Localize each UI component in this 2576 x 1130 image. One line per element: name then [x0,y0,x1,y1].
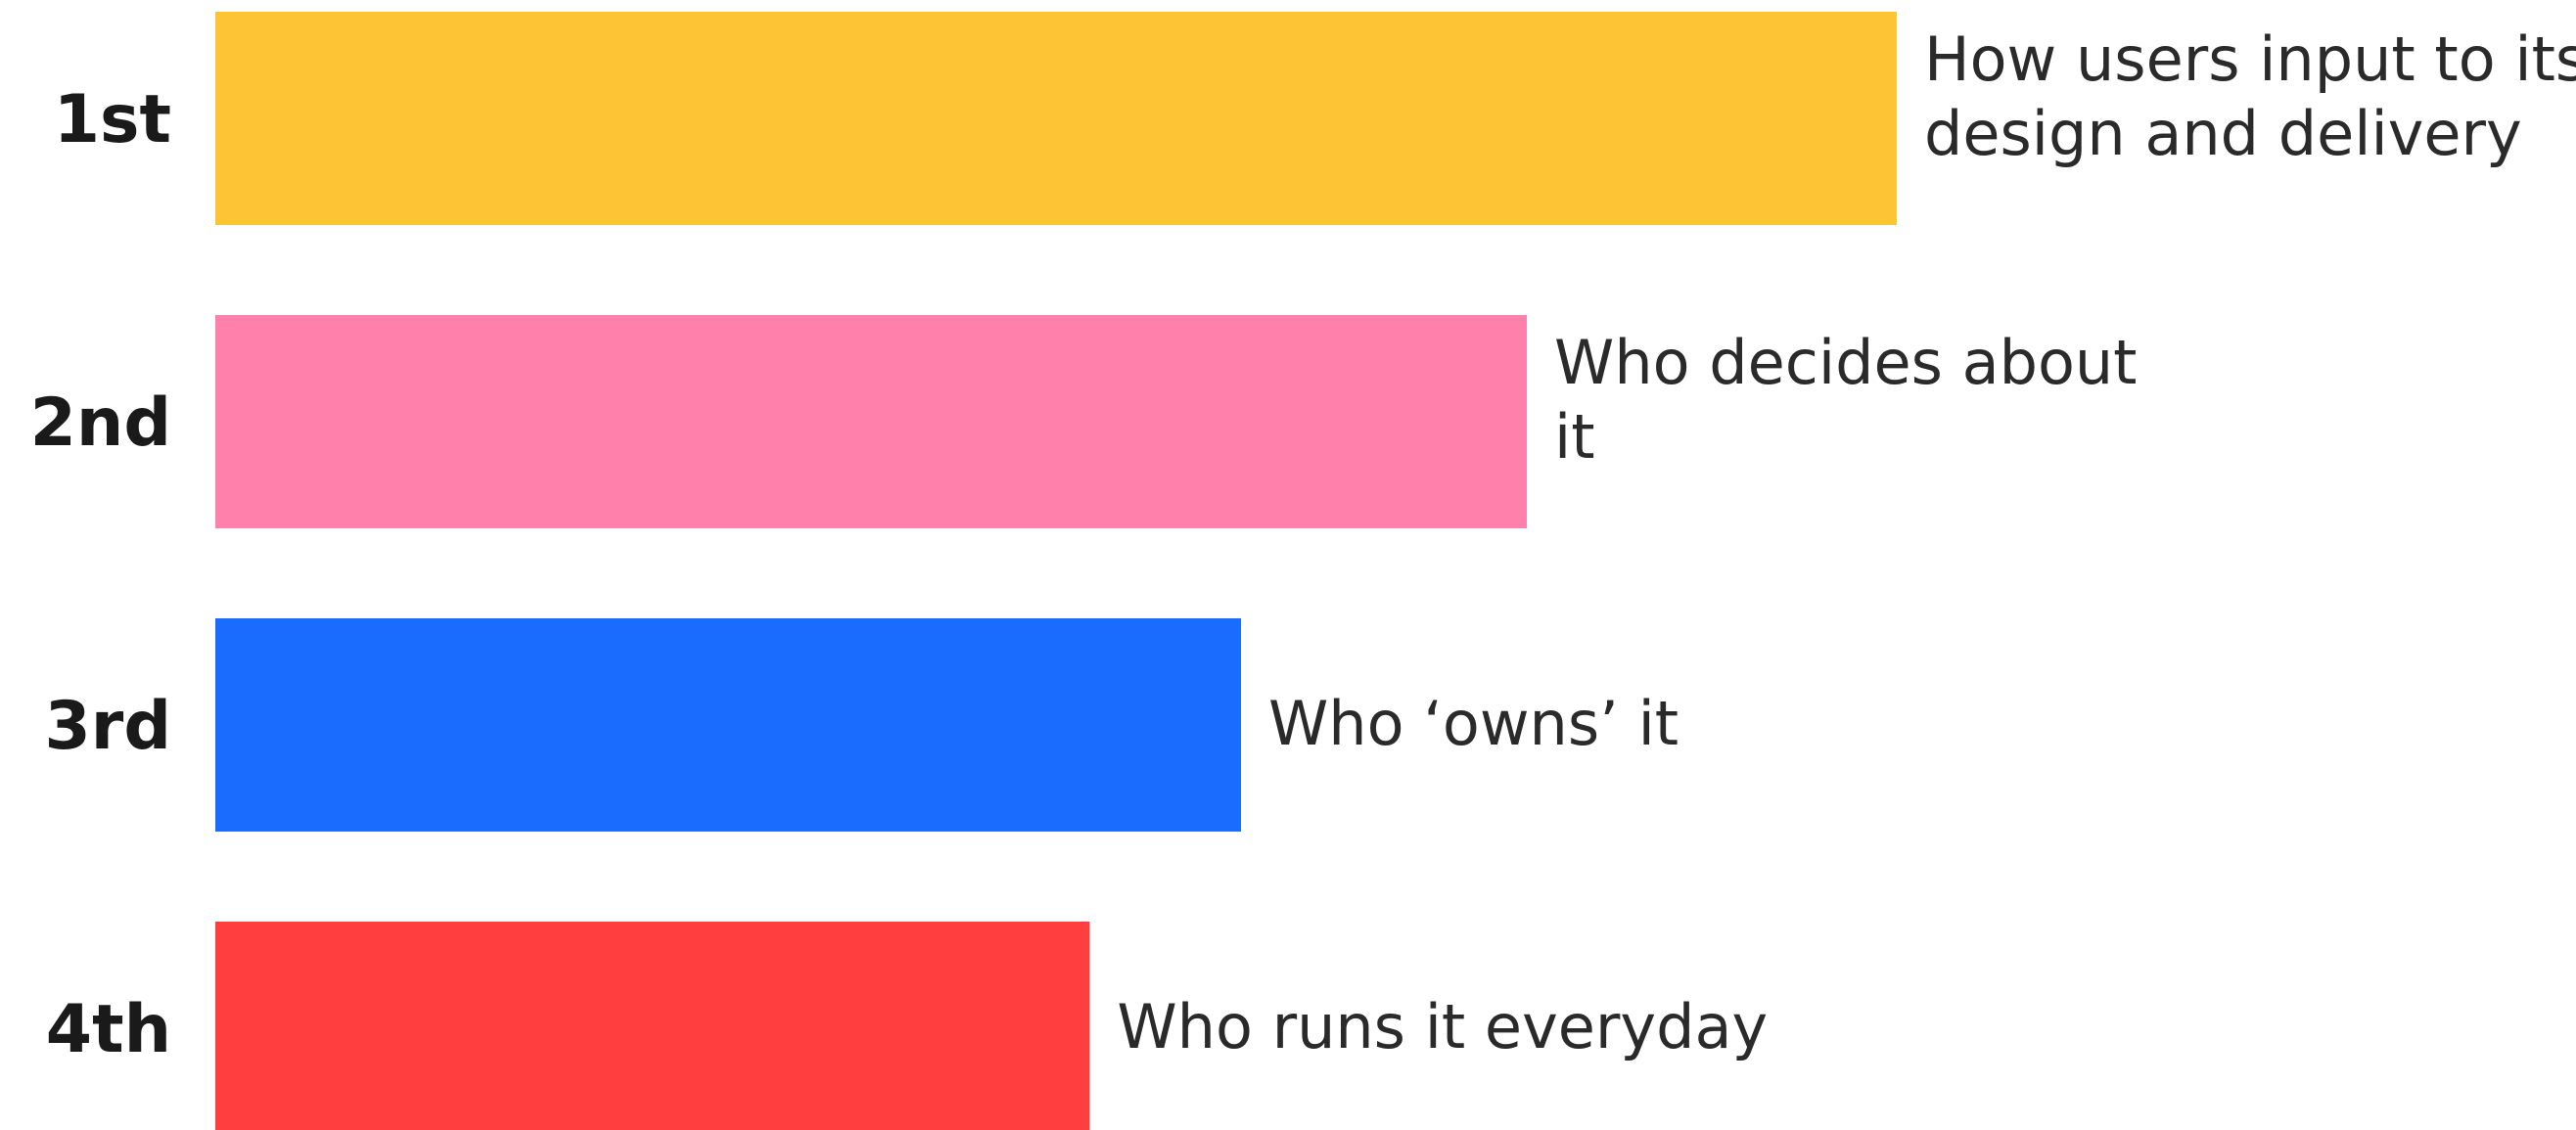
bar-label-1: How users input to its design and deliver… [1924,23,2576,169]
bar-label-4-line-1: Who runs it everyday [1117,991,1768,1062]
rank-label-4: 4th [46,991,171,1068]
bar-4 [215,922,1090,1130]
bar-label-1-line-1: How users input to its [1924,23,2576,95]
bar-label-2-line-1: Who decides about [1554,327,2137,398]
rank-label-1: 1st [54,81,171,158]
rank-label-3: 3rd [44,688,171,765]
bar-3 [215,618,1241,832]
bar-2 [215,315,1528,528]
bar-1 [215,12,1897,225]
chart-rows: 1st How users input to its design and deli… [30,12,2576,1130]
bar-label-2: Who decides about it [1554,327,2137,473]
rank-label-2: 2nd [30,384,171,462]
bar-label-3-line-1: Who ‘owns’ it [1268,688,1679,759]
bar-label-3: Who ‘owns’ it [1268,688,1679,759]
bar-label-2-line-2: it [1554,401,1595,473]
bar-label-1-line-2: design and delivery [1924,98,2522,169]
bar-label-4: Who runs it everyday [1117,991,1768,1062]
